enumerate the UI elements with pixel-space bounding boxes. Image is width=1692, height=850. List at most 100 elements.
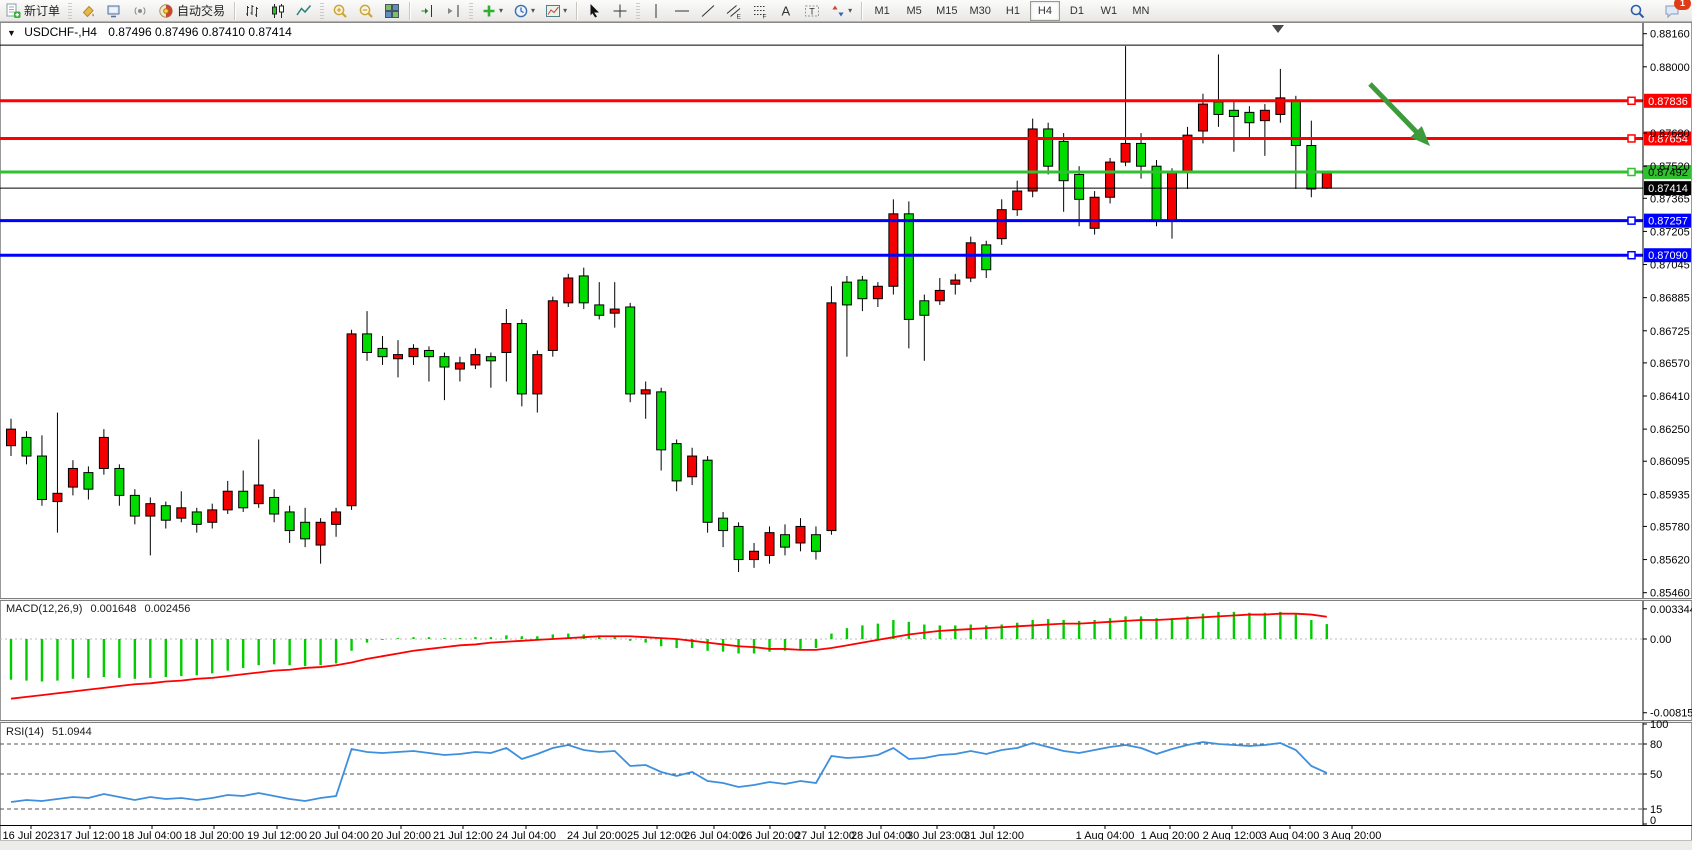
candle-body [1167, 171, 1177, 221]
svg-text:F: F [763, 13, 767, 19]
hline-0.87090[interactable]: 0.87090 [0, 248, 1691, 263]
vertical-line-button[interactable] [644, 0, 668, 22]
rsi-axis-label: 15 [1650, 804, 1662, 816]
periods-icon [514, 4, 528, 17]
macd-axis-label: 0.00 [1650, 634, 1671, 646]
candle-body [578, 275, 589, 304]
candle-body [1151, 165, 1162, 221]
candlestick-chart-icon [272, 3, 285, 18]
hline-0.87654[interactable]: 0.87654 [0, 131, 1691, 146]
fibonacci-button[interactable]: F [748, 0, 772, 22]
timeframe-m5-button[interactable]: M5 [906, 4, 922, 17]
candlestick-chart-button[interactable] [266, 0, 290, 22]
crosshair-button[interactable] [608, 0, 632, 22]
axis-tick-label: 0.87205 [1650, 226, 1690, 238]
arrow-annotation[interactable] [1368, 82, 1430, 146]
search-icon [1630, 4, 1645, 18]
candle-body [733, 525, 744, 561]
time-tick-label: 27 Jul 12:00 [795, 830, 855, 842]
notifications-button[interactable]: 1 [1660, 0, 1691, 22]
chart-shift-button[interactable] [415, 0, 439, 22]
autotrading-button[interactable]: 自动交易 [154, 0, 229, 22]
candle-body [1105, 161, 1116, 198]
indicators-button[interactable]: ▾ [477, 0, 507, 22]
rsi-axis-label: 100 [1650, 719, 1668, 731]
candle-body [6, 428, 16, 447]
hline-0.87257[interactable]: 0.87257 [0, 213, 1691, 228]
zoom-in-button[interactable] [328, 0, 352, 22]
hline-handle[interactable] [1627, 134, 1636, 143]
cursor-button[interactable] [582, 0, 606, 22]
hline-handle[interactable] [1627, 167, 1636, 177]
hline-0.87492[interactable]: 0.87492 [0, 164, 1691, 179]
toolbar-separator [68, 2, 73, 19]
axis-tick-label: 0.85620 [1650, 555, 1690, 567]
time-tick-label: 2 Aug 12:00 [1203, 830, 1262, 842]
candle-body [1136, 142, 1147, 167]
search-button[interactable] [1625, 0, 1649, 22]
time-tick-label: 16 Jul 2023 [3, 830, 60, 842]
panel-separator[interactable] [0, 598, 1692, 601]
vertical-line-icon [655, 3, 657, 18]
text-label-icon: T [805, 5, 820, 16]
axis-tick-label: 0.86570 [1650, 358, 1690, 370]
candle-body [996, 209, 1007, 240]
text-label-button[interactable]: T [800, 0, 824, 22]
text-icon: A [782, 3, 791, 18]
candle-body [52, 492, 63, 503]
timeframe-d1-button[interactable]: D1 [1069, 4, 1084, 17]
collapse-triangle-icon[interactable]: ▼ [7, 28, 16, 38]
candle-body [145, 503, 156, 517]
rsi-label: RSI(14) 51.0944 [6, 726, 92, 738]
expert-advisors-button[interactable] [102, 0, 126, 22]
candle-body [1120, 142, 1131, 163]
hline-handle[interactable] [1627, 96, 1636, 106]
trendline-button[interactable] [696, 0, 720, 22]
zoom-out-button[interactable] [354, 0, 378, 22]
bar-chart-icon [246, 4, 259, 17]
hline-0.87836[interactable]: 0.87836 [0, 93, 1691, 108]
candle-body [331, 511, 342, 525]
timeframe-h1-button[interactable]: H1 [1005, 4, 1020, 17]
time-tick-label: 21 Jul 12:00 [433, 830, 493, 842]
candle-body [826, 302, 837, 532]
arrow-line[interactable] [1368, 82, 1421, 137]
timeframe-m15-button[interactable]: M15 [936, 4, 958, 17]
price-badge [1644, 131, 1691, 146]
panel-separator[interactable] [0, 720, 1692, 723]
tile-windows-button[interactable] [380, 0, 404, 22]
toolbar-separator [576, 1, 578, 20]
hline-handle[interactable] [1627, 216, 1636, 225]
text-button[interactable]: A [774, 0, 798, 22]
auto-scroll-button[interactable] [441, 0, 465, 22]
timeframe-m1-button[interactable]: M1 [874, 4, 890, 17]
equidistant-channel-button[interactable]: E [722, 0, 746, 22]
timeframe-h4-button[interactable]: H4 [1029, 0, 1060, 21]
styler-button[interactable] [76, 0, 100, 22]
status-bar [0, 840, 1692, 850]
chart-shift-marker[interactable] [1272, 25, 1284, 33]
new-order-button[interactable]: 新订单 [1, 0, 64, 22]
timeframe-group: M1 M5 M15 M30 H1 H4 D1 W1 MN [866, 0, 1157, 21]
bar-chart-button[interactable] [240, 0, 264, 22]
styler-icon [82, 5, 95, 17]
horizontal-line-button[interactable] [670, 0, 694, 22]
toolbar-separator [234, 1, 236, 20]
periods-button[interactable]: ▾ [509, 0, 539, 22]
templates-button[interactable]: ▾ [541, 0, 571, 22]
line-chart-button[interactable] [292, 0, 316, 22]
timeframe-w1-button[interactable]: W1 [1100, 4, 1118, 17]
timeframe-m30-button[interactable]: M30 [969, 4, 991, 17]
rsi-value: 51.0944 [51, 726, 92, 738]
rsi-panel: 100 80 50 150 [0, 719, 1668, 827]
arrows-button[interactable]: ▾ [826, 0, 856, 22]
autotrading-icon [159, 3, 173, 18]
chart-ohlc-values: 0.87496 0.87496 0.87410 0.87414 [108, 25, 292, 39]
signals-button[interactable] [128, 0, 152, 22]
hline-handle[interactable] [1627, 250, 1636, 260]
timeframe-mn-button[interactable]: MN [1132, 4, 1150, 17]
time-tick-label: 20 Jul 04:00 [309, 830, 369, 842]
rsi-axis-label: 0 [1650, 815, 1656, 827]
